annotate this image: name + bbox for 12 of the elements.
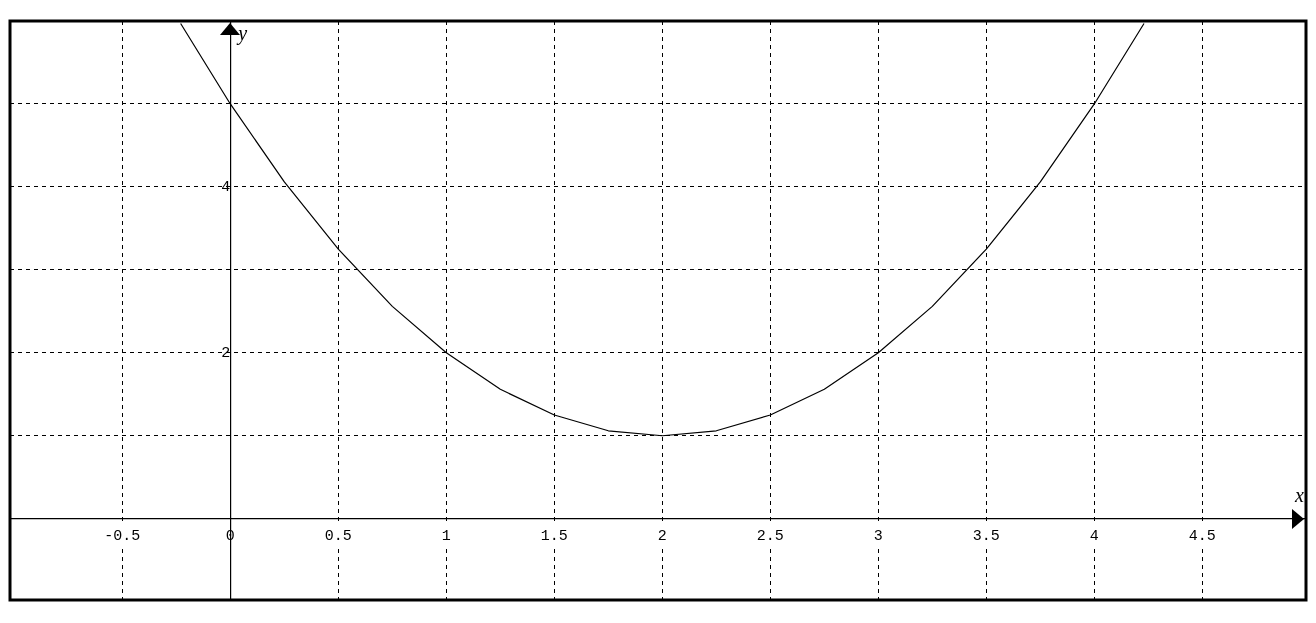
x-tick-label: 2.5 <box>756 527 784 545</box>
x-tick-label: -0.5 <box>104 527 141 545</box>
x-tick-label: 2 <box>657 527 667 545</box>
y-axis-title: y <box>236 22 248 46</box>
x-tick-label: 4.5 <box>1188 527 1216 545</box>
x-tick-label: 4 <box>1089 527 1099 545</box>
x-tick-label: 1.5 <box>540 527 568 545</box>
x-tick-label: 1 <box>441 527 451 545</box>
x-tick-label: 3 <box>873 527 883 545</box>
x-tick-label: 0.5 <box>324 527 352 545</box>
x-tick-label: 3.5 <box>972 527 1000 545</box>
x-axis-title: x <box>1294 483 1305 506</box>
